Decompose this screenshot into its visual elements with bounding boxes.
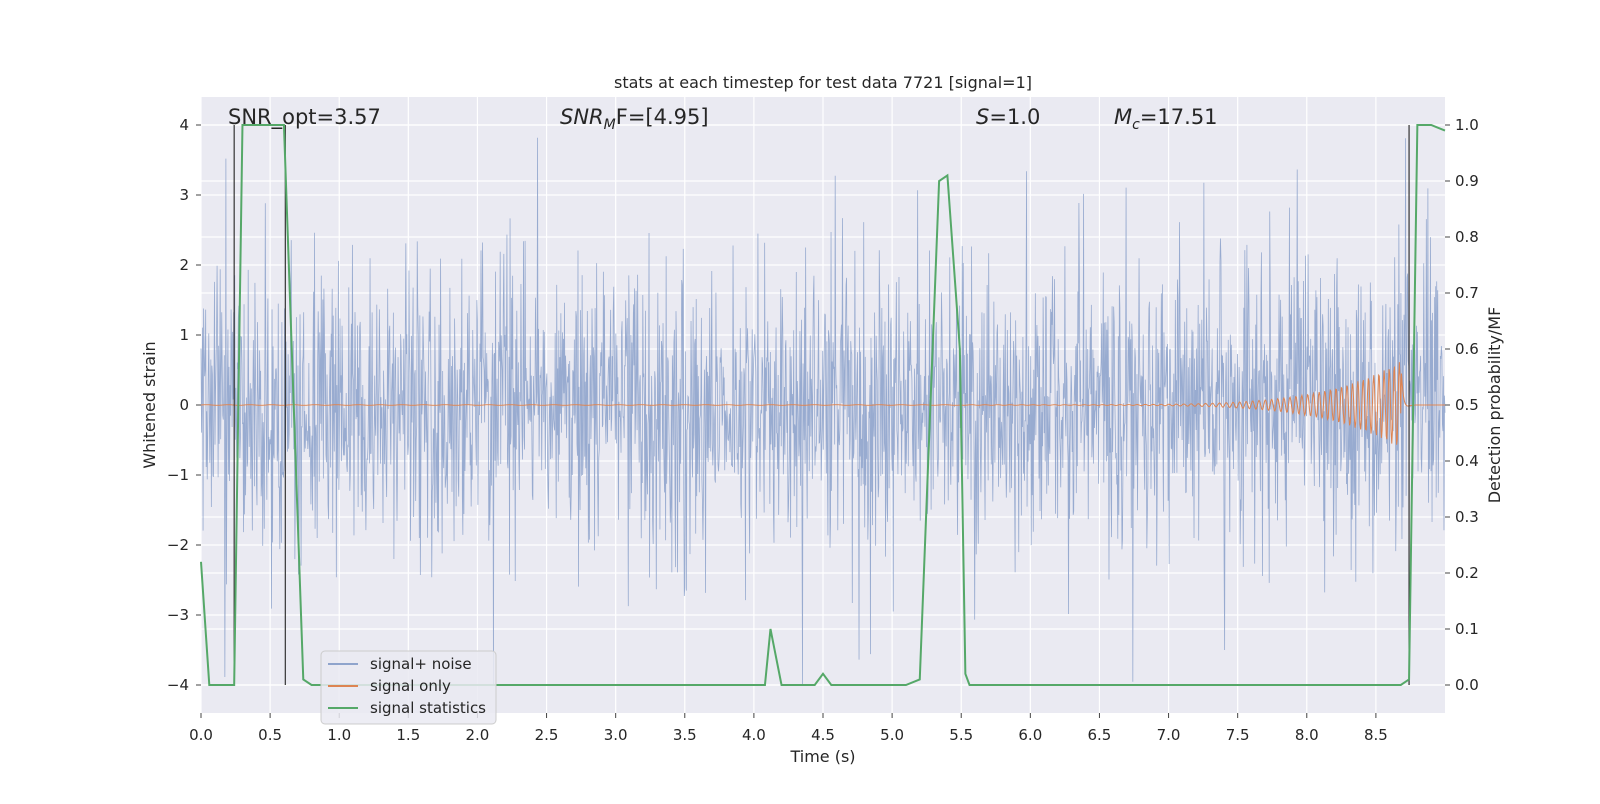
annotation-snr-mf-symbol: SNR — [560, 105, 604, 129]
y-tick-label-left: 4 — [179, 116, 189, 134]
x-tick-label: 7.5 — [1226, 726, 1250, 744]
annotation-snr-opt: SNR_opt=3.57 — [228, 105, 381, 130]
x-tick-label: 7.0 — [1157, 726, 1181, 744]
y-tick-label-left: 1 — [179, 326, 189, 344]
data-layer — [200, 124, 1446, 686]
y-tick-label-left: 3 — [179, 186, 189, 204]
y-tick-label-right: 0.0 — [1455, 676, 1479, 694]
y-tick-label-left: −2 — [167, 536, 189, 554]
chart-title: stats at each timestep for test data 772… — [614, 73, 1032, 92]
x-tick-label: 1.0 — [327, 726, 351, 744]
y-ticks-right: 1.0 0.9 0.8 0.7 0.6 0.5 0.4 0.3 0.2 0.1 0.0 — [1445, 116, 1479, 694]
annotation-s: S=1.0 — [976, 105, 1040, 129]
legend-label-stats: signal statistics — [370, 699, 486, 717]
annotation-mc-value: =17.51 — [1140, 105, 1218, 129]
x-tick-label: 2.5 — [535, 726, 559, 744]
x-axis-label: Time (s) — [789, 747, 855, 766]
x-tick-label: 2.0 — [466, 726, 490, 744]
y-axis-label-right: Detection probability/MF — [1485, 307, 1504, 504]
y-tick-label-right: 0.3 — [1455, 508, 1479, 526]
y-tick-label-right: 0.8 — [1455, 228, 1479, 246]
y-tick-label-right: 0.9 — [1455, 172, 1479, 190]
x-tick-label: 6.5 — [1088, 726, 1112, 744]
x-tick-label: 4.0 — [742, 726, 766, 744]
annotation-snr-mf-subscript: M — [604, 117, 616, 133]
x-tick-label: 3.0 — [604, 726, 628, 744]
annotation-mc: Mc=17.51 — [1114, 105, 1218, 133]
x-tick-label: 1.5 — [396, 726, 420, 744]
annotation-mc-symbol: M — [1114, 105, 1132, 129]
x-ticks: 0.0 0.5 1.0 1.5 2.0 2.5 3.0 3.5 4.0 4.5 5.0 5.5 6.0 6… — [189, 713, 1388, 744]
y-tick-label-left: −3 — [167, 606, 189, 624]
y-tick-label-left: 0 — [179, 396, 189, 414]
y-tick-label-right: 0.6 — [1455, 340, 1479, 358]
y-axis-label-left: Whitened strain — [140, 341, 159, 468]
x-tick-label: 5.0 — [880, 726, 904, 744]
y-tick-label-right: 0.5 — [1455, 396, 1479, 414]
y-tick-label-left: −4 — [167, 676, 189, 694]
annotation-snr-mf-value: F=[4.95] — [616, 105, 709, 129]
y-tick-label-right: 0.1 — [1455, 620, 1479, 638]
y-tick-label-right: 0.7 — [1455, 284, 1479, 302]
y-tick-label-left: −1 — [167, 466, 189, 484]
x-tick-label: 6.0 — [1018, 726, 1042, 744]
y-tick-label-right: 0.4 — [1455, 452, 1479, 470]
annotation-s-value: =1.0 — [989, 105, 1040, 129]
annotation-snr-mf: SNRMF=[4.95] — [560, 105, 709, 133]
legend: signal+ noise signal only signal statist… — [320, 650, 497, 725]
x-tick-label: 3.5 — [673, 726, 697, 744]
y-ticks-left: 4 3 2 1 0 −1 −2 −3 −4 — [167, 116, 201, 694]
x-tick-label: 0.0 — [189, 726, 213, 744]
y-tick-label-right: 0.2 — [1455, 564, 1479, 582]
x-tick-label: 8.5 — [1364, 726, 1388, 744]
x-tick-label: 8.0 — [1295, 726, 1319, 744]
signal-only-series — [200, 362, 1445, 445]
legend-box — [320, 650, 497, 725]
signal-statistics-series — [200, 124, 1446, 686]
legend-label-signal: signal only — [370, 677, 451, 695]
y-tick-label-right: 1.0 — [1455, 116, 1479, 134]
signal-noise-series — [200, 137, 1446, 686]
x-tick-label: 4.5 — [811, 726, 835, 744]
x-tick-label: 0.5 — [258, 726, 282, 744]
annotation-s-symbol: S — [976, 105, 989, 129]
x-tick-label: 5.5 — [949, 726, 973, 744]
legend-label-noise: signal+ noise — [370, 655, 472, 673]
y-tick-label-left: 2 — [179, 256, 189, 274]
annotation-mc-subscript: c — [1132, 117, 1140, 133]
